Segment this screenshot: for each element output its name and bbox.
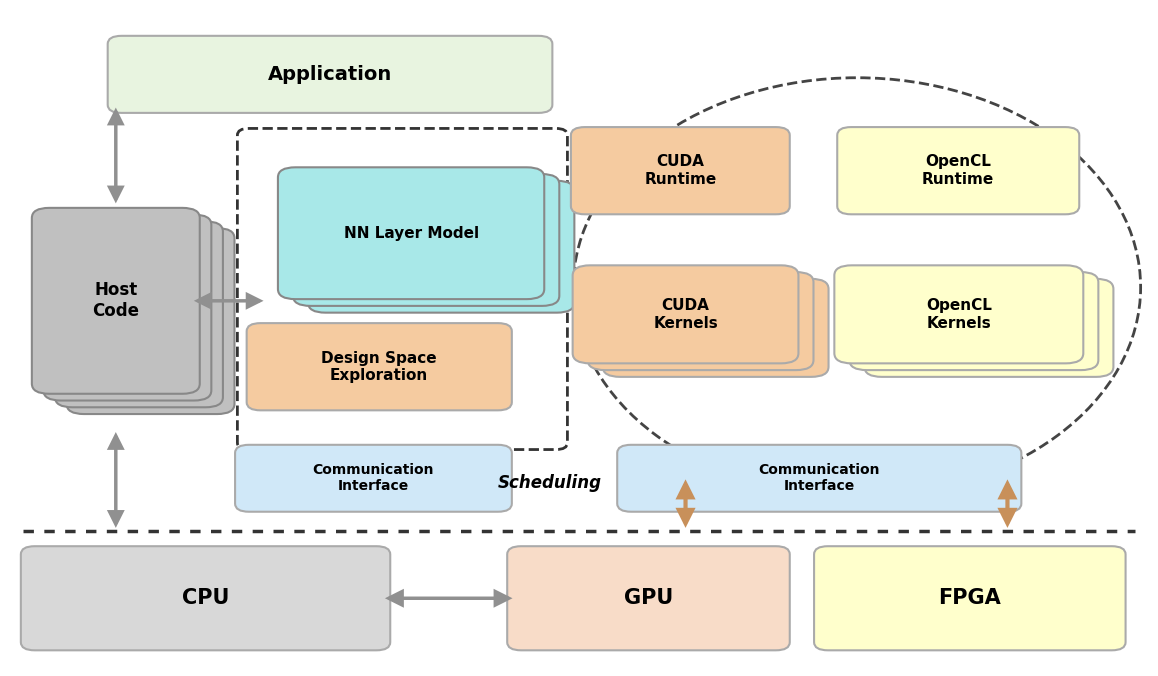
- FancyBboxPatch shape: [864, 279, 1113, 377]
- Text: FPGA: FPGA: [938, 588, 1002, 608]
- FancyBboxPatch shape: [67, 228, 234, 414]
- FancyBboxPatch shape: [235, 445, 512, 512]
- FancyBboxPatch shape: [837, 127, 1079, 214]
- FancyBboxPatch shape: [507, 546, 790, 650]
- FancyBboxPatch shape: [108, 36, 552, 113]
- FancyBboxPatch shape: [602, 279, 828, 377]
- FancyBboxPatch shape: [21, 546, 390, 650]
- Text: CUDA
Kernels: CUDA Kernels: [653, 298, 718, 331]
- FancyBboxPatch shape: [44, 214, 212, 400]
- Text: OpenCL
Runtime: OpenCL Runtime: [922, 155, 995, 187]
- Text: GPU: GPU: [624, 588, 673, 608]
- FancyBboxPatch shape: [587, 272, 813, 370]
- FancyBboxPatch shape: [572, 265, 799, 364]
- FancyBboxPatch shape: [293, 174, 559, 306]
- Text: CUDA
Runtime: CUDA Runtime: [644, 155, 717, 187]
- FancyBboxPatch shape: [834, 265, 1083, 364]
- Text: CPU: CPU: [182, 588, 229, 608]
- Text: Communication
Interface: Communication Interface: [758, 463, 880, 493]
- FancyBboxPatch shape: [814, 546, 1126, 650]
- FancyBboxPatch shape: [56, 221, 222, 407]
- Text: Design Space
Exploration: Design Space Exploration: [322, 351, 437, 383]
- FancyBboxPatch shape: [247, 323, 512, 410]
- FancyBboxPatch shape: [308, 181, 574, 312]
- FancyBboxPatch shape: [849, 272, 1098, 370]
- FancyBboxPatch shape: [617, 445, 1021, 512]
- Text: NN Layer Model: NN Layer Model: [344, 226, 478, 241]
- Text: OpenCL
Kernels: OpenCL Kernels: [926, 298, 991, 331]
- FancyBboxPatch shape: [278, 168, 544, 299]
- FancyBboxPatch shape: [571, 127, 790, 214]
- Text: Communication
Interface: Communication Interface: [313, 463, 434, 493]
- Text: Host
Code: Host Code: [93, 281, 139, 320]
- Text: Application: Application: [267, 65, 393, 84]
- Text: Scheduling: Scheduling: [498, 475, 602, 492]
- FancyBboxPatch shape: [32, 208, 200, 393]
